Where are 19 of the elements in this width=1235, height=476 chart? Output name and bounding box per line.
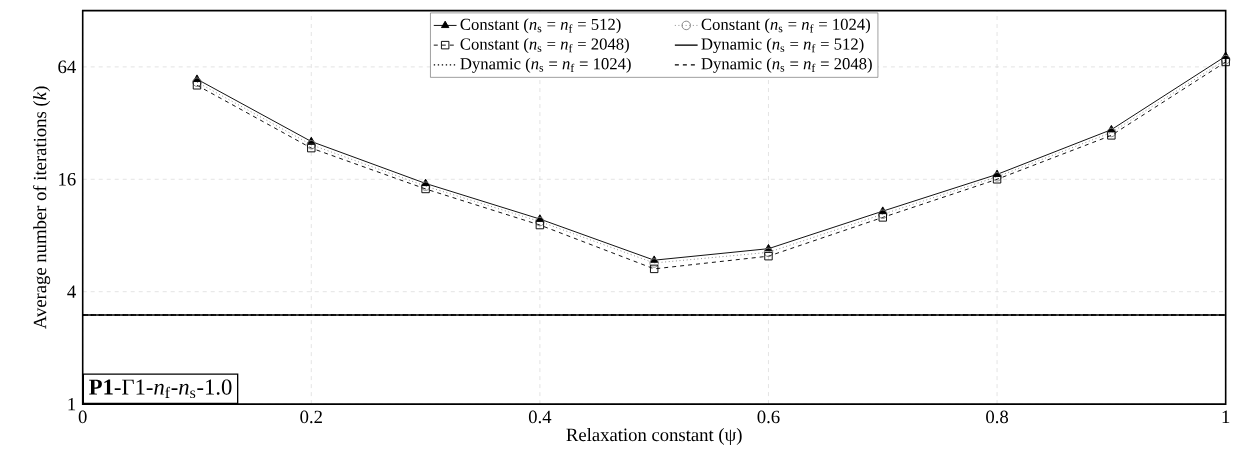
x-tick-label: 1	[1222, 410, 1230, 423]
y-tick-label: 4	[67, 285, 76, 298]
x-tick-label: 0.6	[757, 410, 780, 424]
y-tick-label: 1	[68, 397, 76, 411]
x-tick-label: 0.8	[986, 410, 1009, 424]
y-tick-label: 16	[59, 172, 76, 186]
legend-label: Dynamic (n$_{s}$ = n$_{f}$ = 512)	[701, 37, 864, 54]
x-tick-label: 0.2	[300, 410, 322, 424]
annotation: P1-Γ1-n$_{f}$-n$_{s}$-1.0	[89, 379, 232, 399]
x-tick-label: 0	[78, 410, 87, 424]
legend-label: Constant (n$_{s}$ = n$_{f}$ = 2048)	[460, 37, 629, 53]
y-axis-title: Average number of iterations (k)	[32, 86, 51, 329]
legend-label: Dynamic (n$_{s}$ = n$_{f}$ = 1024)	[460, 57, 631, 73]
x-axis-title: Relaxation constant (ψ)	[566, 427, 742, 445]
legend-label: Dynamic (n$_{s}$ = n$_{f}$ = 2048)	[701, 57, 872, 73]
legend-label: Constant (n$_{s}$ = n$_{f}$ = 512)	[460, 18, 621, 34]
x-tick-label: 0.4	[528, 410, 552, 424]
legend-label: Constant (n$_{s}$ = n$_{f}$ = 1024)	[701, 18, 870, 34]
y-tick-label: 64	[58, 60, 76, 74]
